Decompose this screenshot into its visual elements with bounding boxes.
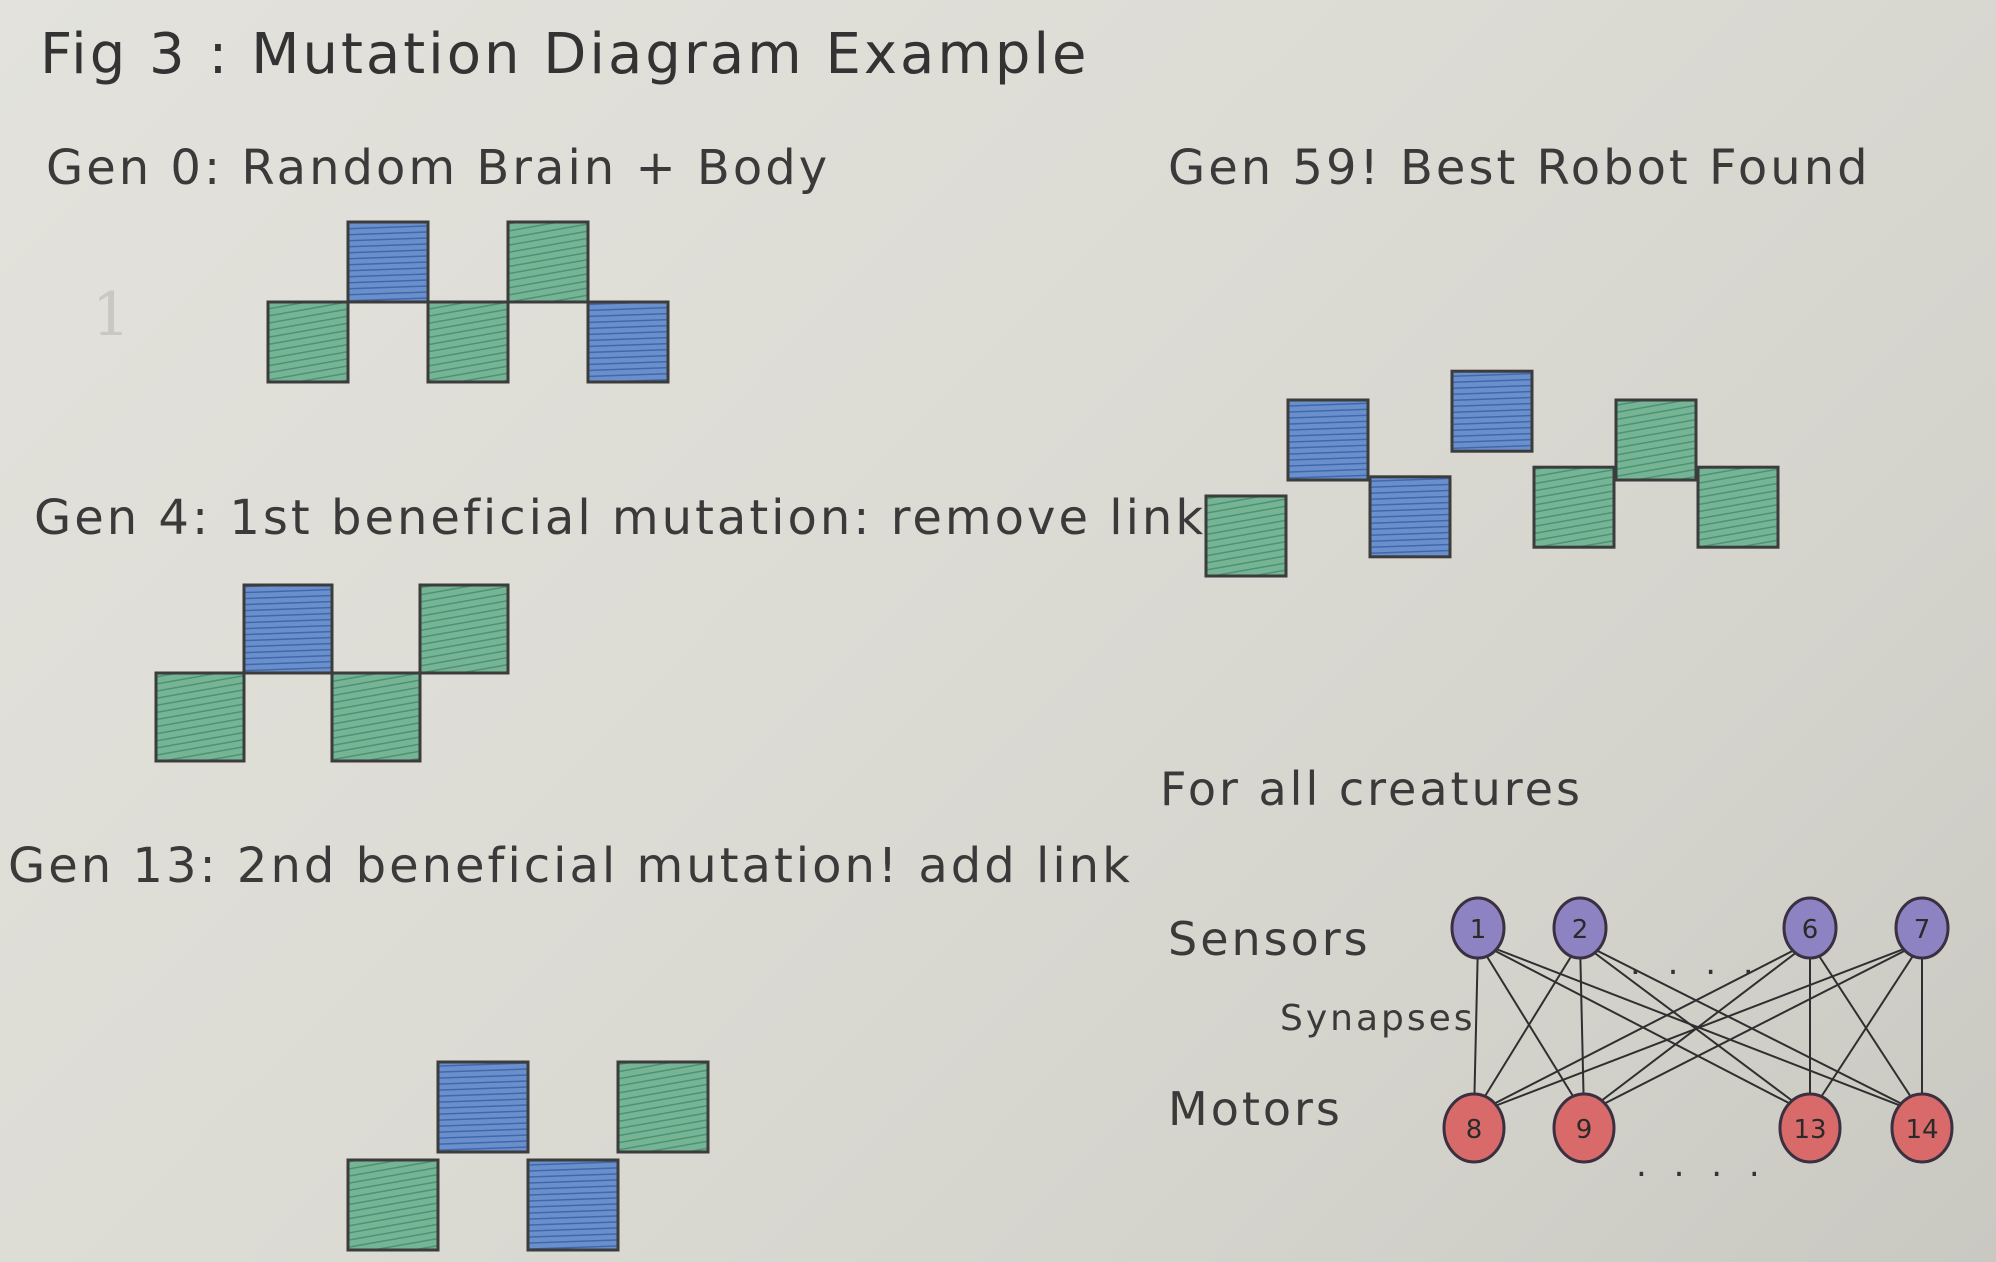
gen59-cube-7-green xyxy=(1696,465,1780,549)
synapse-lines xyxy=(1473,941,1923,1115)
gen13-cube-2-blue xyxy=(436,1060,530,1154)
synapse-1-9 xyxy=(1477,941,1585,1115)
motor-neuron-13-label: 13 xyxy=(1793,1115,1826,1145)
motor-neuron-8-circle xyxy=(1442,1092,1506,1164)
synapse-6-8 xyxy=(1473,941,1811,1115)
gen59-cube-6-green xyxy=(1614,398,1698,482)
sensor-neuron-6: 6 xyxy=(1782,896,1838,960)
gen4-robot xyxy=(154,583,510,763)
gen59-cube-2-blue xyxy=(1286,398,1370,482)
gen13-cube-1-green xyxy=(346,1158,440,1252)
sensor-neuron-1-label: 1 xyxy=(1470,915,1487,945)
gen0-cube-3-green xyxy=(426,300,510,384)
gen59-cube-5-green xyxy=(1532,465,1616,549)
gen0-heading: Gen 0: Random Brain + Body xyxy=(46,140,831,196)
motor-neuron-9-label: 9 xyxy=(1576,1115,1593,1145)
synapse-1-8 xyxy=(1473,941,1479,1115)
sensor-neuron-1: 1 xyxy=(1450,896,1506,960)
motor-neuron-8: 8 xyxy=(1442,1092,1506,1164)
motor-neuron-14-label: 14 xyxy=(1905,1115,1938,1145)
gen0-cube-4-green xyxy=(506,220,590,304)
gen13-cube-3-blue xyxy=(526,1158,620,1252)
motor-ellipsis: . . . . xyxy=(1636,1145,1768,1185)
gen0-robot xyxy=(266,220,670,384)
synapse-7-8 xyxy=(1473,941,1923,1115)
sensor-neuron-6-circle xyxy=(1782,896,1838,960)
gen0-cube-2-blue xyxy=(346,220,430,304)
synapse-7-13 xyxy=(1809,941,1923,1115)
motor-neuron-14-circle xyxy=(1890,1092,1954,1164)
sensor-neuron-2-label: 2 xyxy=(1572,915,1589,945)
sensor-neuron-7-circle xyxy=(1894,896,1950,960)
sensor-neuron-2: 2 xyxy=(1552,896,1608,960)
motor-neuron-9: 9 xyxy=(1552,1092,1616,1164)
bleed-through-mark: 1 xyxy=(92,280,131,350)
motor-neuron-14: 14 xyxy=(1890,1092,1954,1164)
sensor-neuron-2-circle xyxy=(1552,896,1608,960)
gen59-cube-1-green xyxy=(1204,494,1288,578)
robots-layer xyxy=(154,220,1780,1252)
synapses-label: Synapses xyxy=(1280,998,1476,1039)
sensor-neuron-6-label: 6 xyxy=(1802,915,1819,945)
sensor-neuron-7-label: 7 xyxy=(1914,915,1931,945)
motor-neuron-13: 13 xyxy=(1778,1092,1842,1164)
synapse-2-8 xyxy=(1473,941,1581,1115)
gen13-robot xyxy=(346,1060,710,1252)
figure-title: Fig 3 : Mutation Diagram Example xyxy=(40,22,1090,87)
motors-label: Motors xyxy=(1168,1082,1343,1136)
sensors-label: Sensors xyxy=(1168,912,1371,966)
gen13-cube-4-green xyxy=(616,1060,710,1154)
gen4-cube-1-green xyxy=(154,671,246,763)
gen0-cube-1-green xyxy=(266,300,350,384)
gen59-heading: Gen 59! Best Robot Found xyxy=(1168,140,1871,196)
gen59-robot xyxy=(1204,369,1780,578)
sensor-neuron-7: 7 xyxy=(1894,896,1950,960)
motor-neuron-13-circle xyxy=(1778,1092,1842,1164)
gen59-cube-4-blue xyxy=(1450,369,1534,453)
synapse-2-9 xyxy=(1579,941,1585,1115)
sensor-neuron-1-circle xyxy=(1450,896,1506,960)
gen4-heading: Gen 4: 1st beneficial mutation: remove l… xyxy=(34,490,1207,546)
sensor-ellipsis: . . . . xyxy=(1630,943,1762,983)
gen4-cube-2-blue xyxy=(242,583,334,675)
motor-neuron-8-label: 8 xyxy=(1466,1115,1483,1145)
gen59-cube-3-blue xyxy=(1368,475,1452,559)
gen4-cube-3-green xyxy=(330,671,422,763)
motor-neuron-9-circle xyxy=(1552,1092,1616,1164)
neural-network-layer: 1 2 6 7 8 9 13 14 . . . . . . . . xyxy=(1442,896,1954,1185)
gen13-heading: Gen 13: 2nd beneficial mutation! add lin… xyxy=(8,838,1133,894)
synapse-2-13 xyxy=(1579,941,1811,1115)
synapse-7-9 xyxy=(1583,941,1923,1115)
network-caption: For all creatures xyxy=(1160,762,1583,816)
gen4-cube-4-green xyxy=(418,583,510,675)
gen0-cube-5-blue xyxy=(586,300,670,384)
